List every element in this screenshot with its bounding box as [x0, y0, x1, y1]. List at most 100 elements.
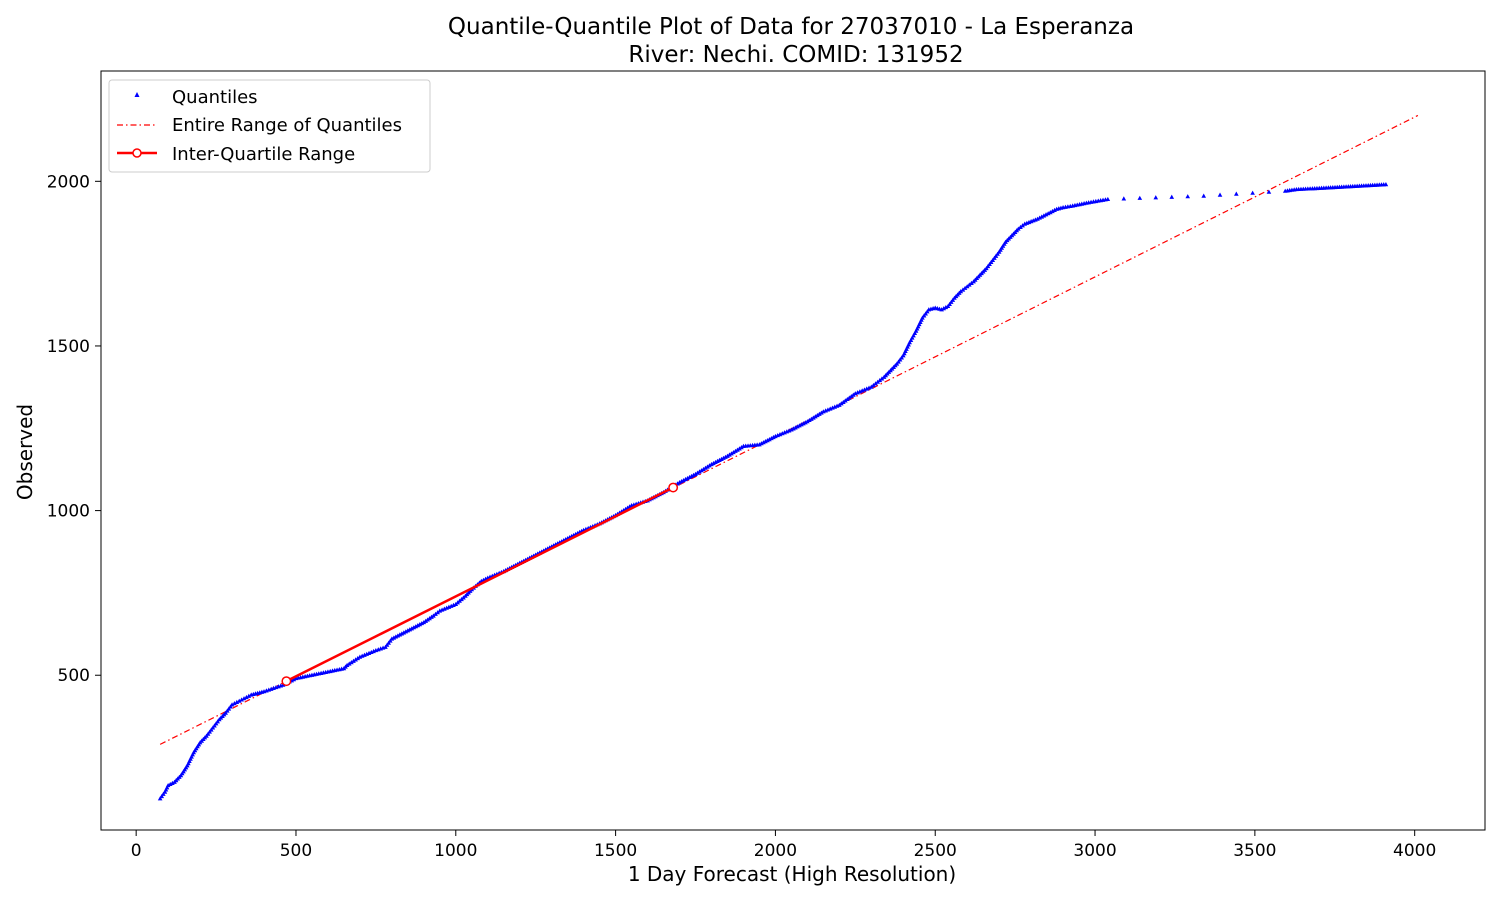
quantile-point	[185, 763, 190, 768]
quantile-point	[1016, 226, 1021, 231]
quantile-point	[877, 377, 883, 383]
quantile-point	[729, 451, 734, 456]
legend: Quantiles Entire Range of Quantiles Inte…	[108, 79, 431, 173]
quantile-point	[427, 615, 432, 621]
quantile-point	[905, 344, 910, 349]
quantile-point	[697, 469, 702, 474]
quantile-point	[1052, 207, 1057, 212]
quantile-point	[701, 466, 706, 472]
quantile-point	[241, 696, 247, 701]
quantile-point	[847, 395, 852, 400]
legend-iqr-marker	[132, 148, 142, 158]
quantile-point	[967, 282, 972, 287]
quantile-point	[163, 787, 169, 792]
quantile-point	[1185, 194, 1191, 199]
quantile-point	[1121, 196, 1127, 201]
quantile-point	[353, 657, 358, 662]
quantile-point	[693, 471, 698, 476]
quantile-point	[725, 453, 730, 458]
legend-triangle-marker	[134, 92, 140, 97]
quantile-point	[819, 410, 824, 415]
quantile-point	[1201, 193, 1207, 198]
legend-label-quantiles: Quantiles	[172, 87, 258, 108]
quantile-point	[969, 280, 974, 285]
quantile-point	[958, 289, 964, 294]
quantile-point	[733, 448, 738, 453]
quantile-point	[879, 376, 885, 381]
quantile-point	[851, 392, 856, 397]
y-tick-label: 1500	[47, 337, 90, 357]
quantile-point	[705, 464, 710, 469]
quantile-point	[1043, 212, 1049, 217]
x-tick-label: 1500	[594, 841, 637, 861]
quantile-point	[817, 411, 822, 416]
y-tick-label: 2000	[47, 172, 90, 192]
quantile-point	[805, 419, 810, 424]
quantile-point	[189, 754, 194, 759]
quantile-point	[170, 780, 175, 785]
quantile-point	[1039, 214, 1045, 219]
quantile-point	[1383, 182, 1389, 187]
quantile-point	[423, 618, 429, 623]
quantile-point	[1105, 196, 1111, 202]
chart-subtitle: River: Nechi. COMID: 131952	[628, 42, 963, 68]
quantile-point	[943, 304, 949, 310]
quantile-point	[1234, 191, 1239, 196]
quantile-point	[845, 396, 850, 402]
quantile-point	[1217, 192, 1223, 197]
quantile-point	[915, 324, 921, 329]
quantile-point	[843, 398, 848, 403]
quantile-point	[239, 697, 244, 702]
quantile-point	[1153, 195, 1159, 200]
quantile-point	[346, 661, 352, 666]
quantile-point	[918, 319, 923, 324]
quantile-point	[188, 756, 193, 761]
quantile-point	[871, 382, 876, 388]
quantile-point	[167, 781, 173, 787]
quantile-point	[291, 677, 297, 682]
quantile-point	[421, 619, 427, 625]
quantile-point	[914, 326, 920, 331]
quantile-point	[815, 412, 820, 418]
quantile-point	[841, 399, 846, 404]
quantile-point	[349, 660, 354, 665]
quantile-point	[165, 782, 171, 788]
quantile-point	[1137, 195, 1143, 200]
quantile-point	[229, 702, 235, 707]
quantile-point	[1037, 215, 1042, 220]
plot-area	[100, 70, 1486, 831]
quantile-point	[236, 698, 242, 703]
legend-label-entire-range: Entire Range of Quantiles	[172, 115, 402, 136]
quantile-point	[916, 321, 922, 327]
quantile-point	[429, 614, 434, 619]
x-axis-ticks: 0 500 1000 1500 2000 2500 3000 3500 4000	[131, 830, 1436, 861]
quantile-point	[907, 340, 912, 345]
quantile-point	[727, 452, 732, 457]
quantile-point	[351, 658, 356, 663]
quantile-point	[873, 381, 878, 386]
x-tick-label: 3500	[1233, 841, 1276, 861]
x-tick-label: 3000	[1073, 841, 1116, 861]
quantile-point	[431, 613, 436, 618]
quantile-point	[244, 694, 249, 700]
quantile-point	[909, 335, 915, 340]
iqr-endpoint-marker	[668, 482, 679, 493]
quantile-point	[809, 416, 814, 421]
quantile-point	[903, 348, 908, 354]
quantile-point	[737, 446, 742, 451]
quantile-point	[1169, 194, 1175, 199]
quantile-point	[960, 287, 966, 292]
quantile-point	[904, 346, 909, 351]
quantile-point	[900, 353, 906, 358]
chart-title: Quantile-Quantile Plot of Data for 27037…	[448, 14, 1134, 40]
quantile-point	[837, 402, 842, 407]
quantile-point	[964, 284, 970, 289]
x-tick-label: 4000	[1393, 841, 1436, 861]
quantile-point	[913, 328, 919, 333]
legend-box	[108, 79, 431, 173]
quantile-point	[190, 752, 195, 757]
quantile-point	[735, 447, 740, 452]
quantile-point	[234, 699, 240, 705]
quantile-point	[1050, 208, 1055, 214]
